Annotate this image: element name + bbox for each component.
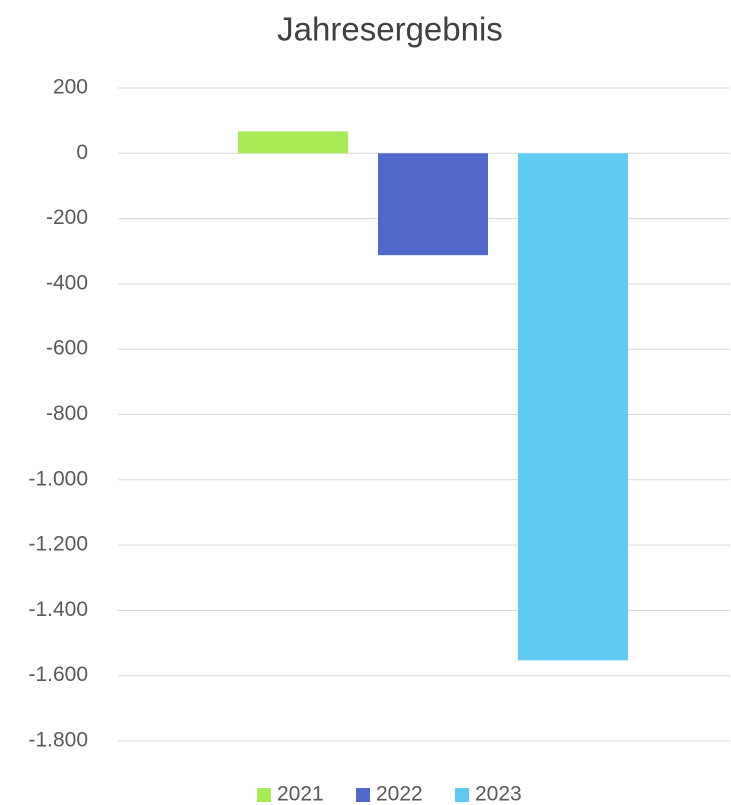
legend-label: 2023 xyxy=(475,783,522,805)
legend-swatch xyxy=(455,788,469,802)
y-tick-label: 0 xyxy=(76,141,88,164)
y-tick-label: -400 xyxy=(46,271,88,294)
legend-label: 2021 xyxy=(277,783,324,805)
y-tick-label: -1.000 xyxy=(28,467,88,490)
y-tick-label: -200 xyxy=(46,206,88,229)
bar xyxy=(238,131,348,154)
bar xyxy=(378,153,488,256)
y-tick-label: -600 xyxy=(46,337,88,360)
y-tick-label: -1.600 xyxy=(28,663,88,686)
legend-swatch xyxy=(257,788,271,802)
y-tick-label: 200 xyxy=(53,76,88,99)
legend-swatch xyxy=(356,788,370,802)
y-tick-label: -1.400 xyxy=(28,598,88,621)
y-tick-label: -1.200 xyxy=(28,533,88,556)
y-tick-label: -1.800 xyxy=(28,729,88,752)
y-tick-label: -800 xyxy=(46,402,88,425)
chart-title: Jahresergebnis xyxy=(277,11,503,48)
bar xyxy=(518,153,628,661)
legend-label: 2022 xyxy=(376,783,423,805)
